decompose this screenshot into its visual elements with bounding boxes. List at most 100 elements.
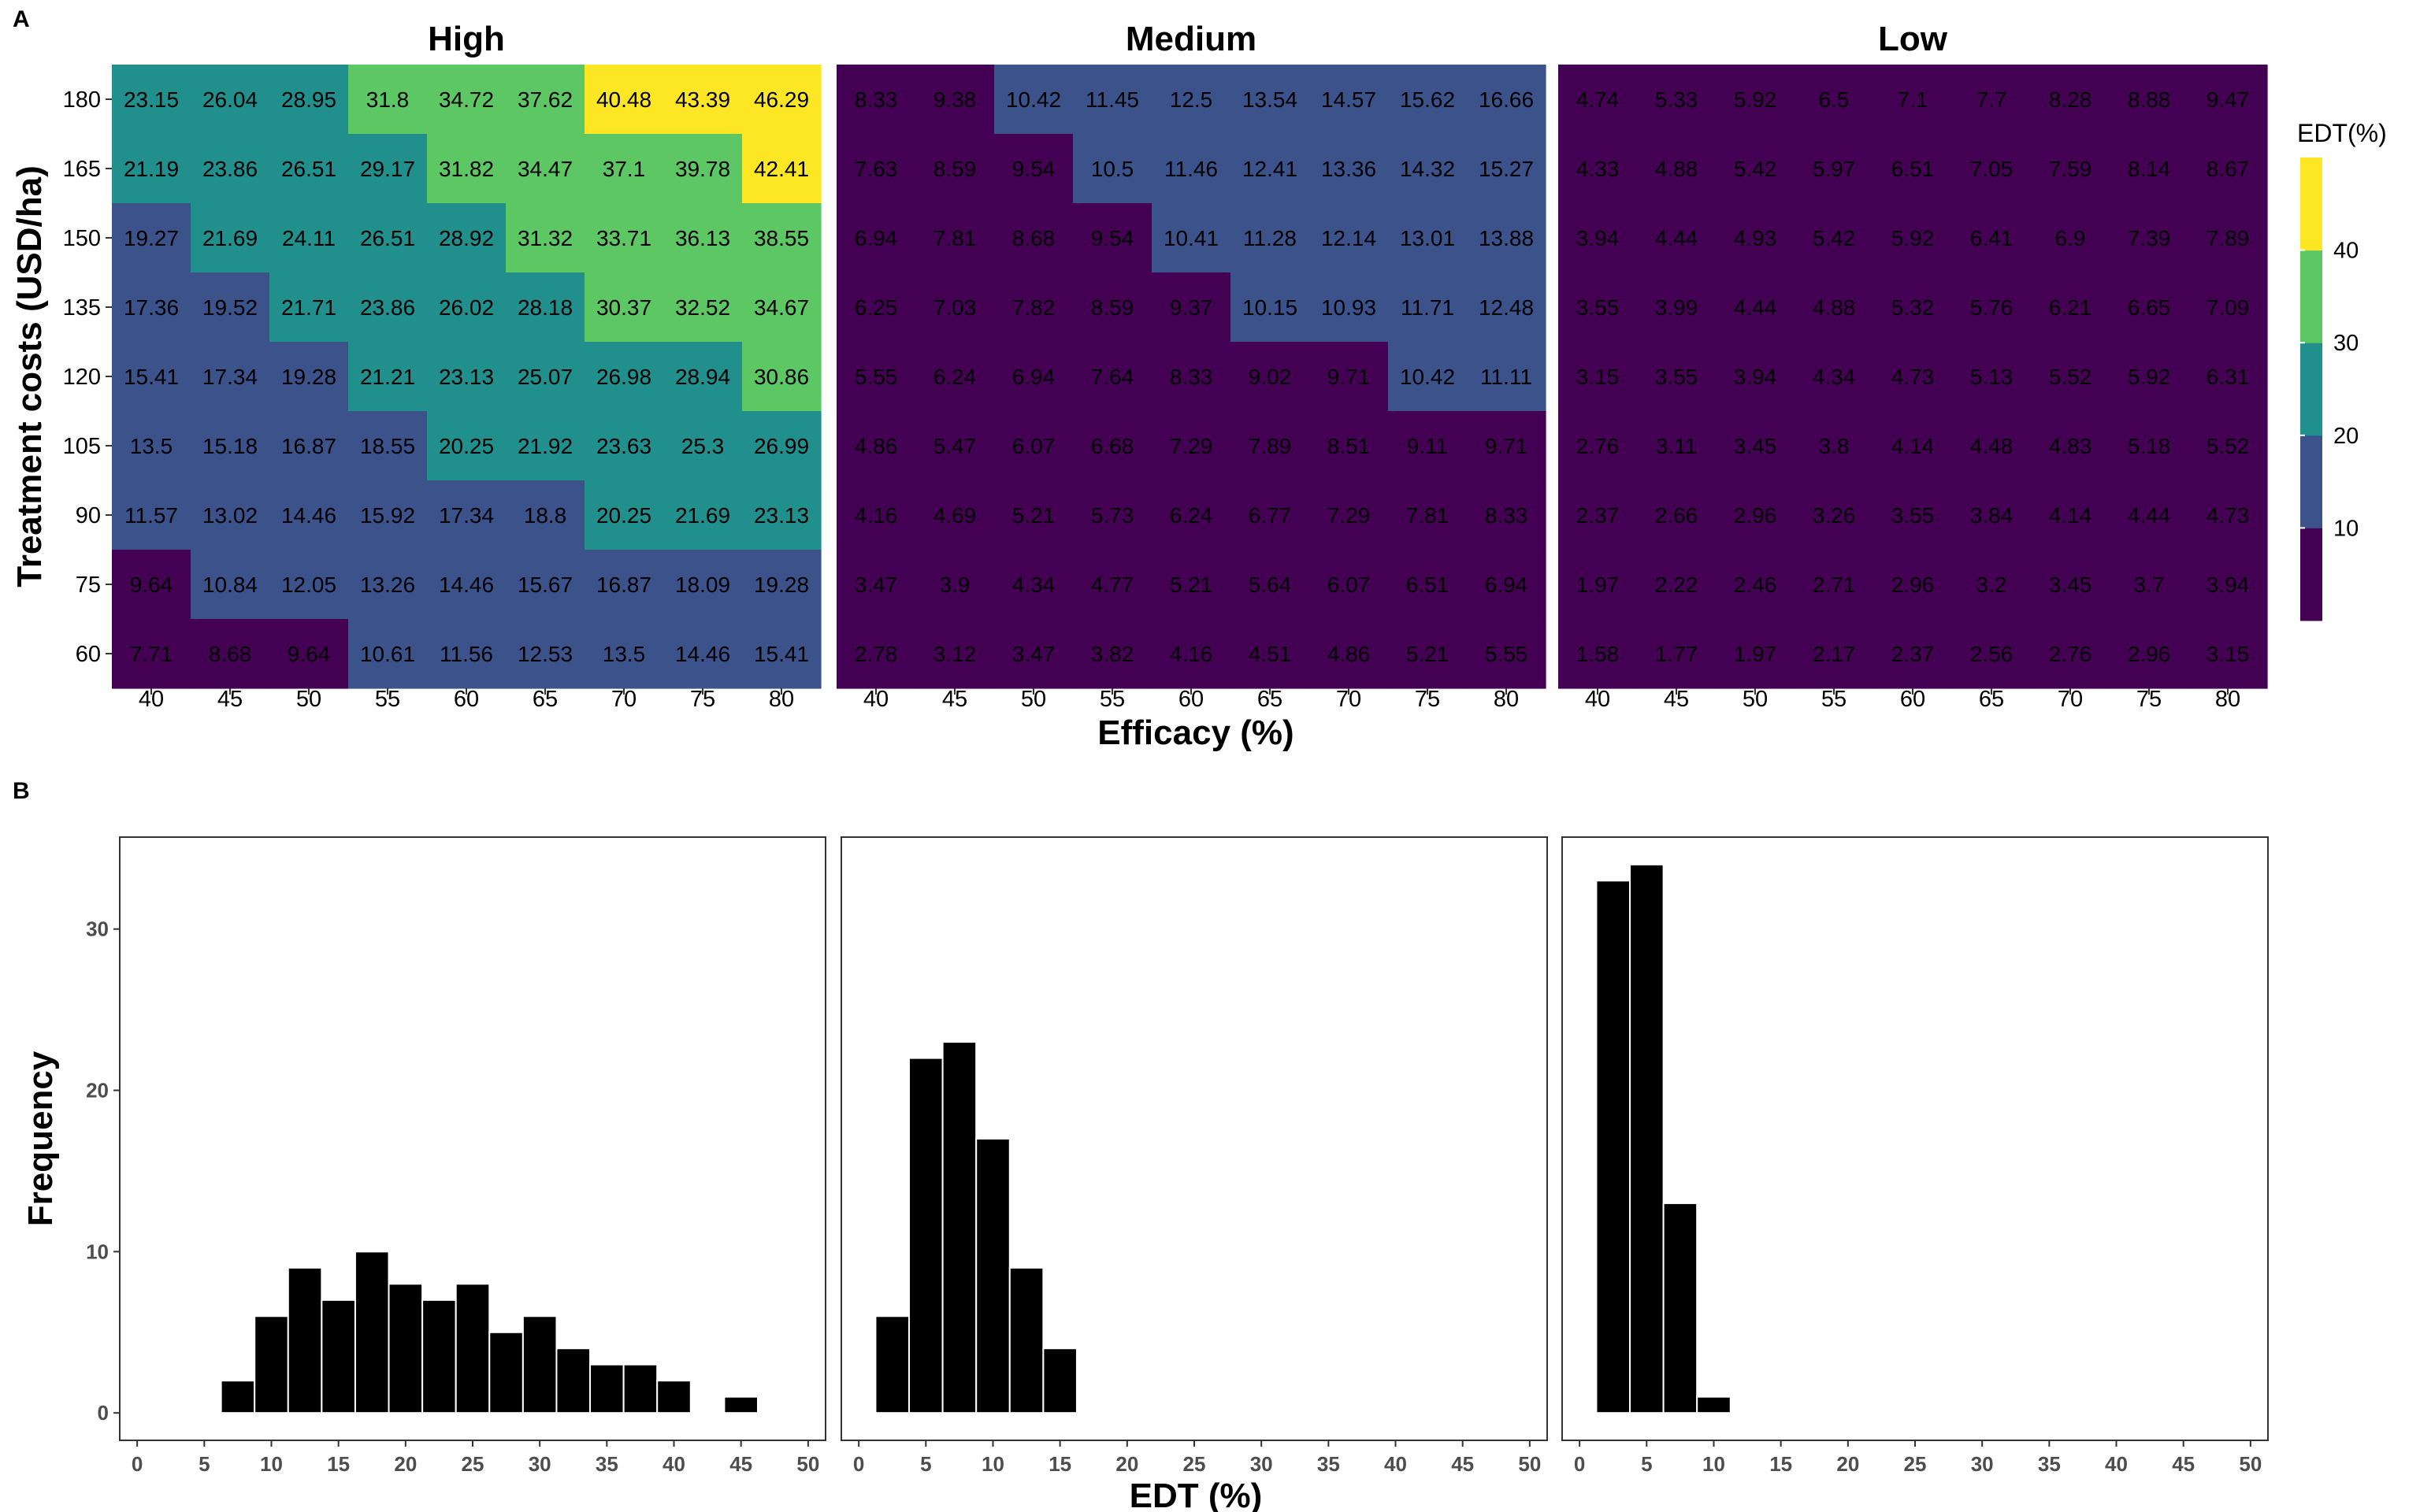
heatmap-cell bbox=[1716, 550, 1795, 620]
heatmap-cell-label: 32.52 bbox=[675, 295, 730, 320]
heatmap-cell bbox=[585, 134, 664, 204]
heatmap-cell bbox=[1152, 550, 1231, 620]
heatmap-cell-label: 9.54 bbox=[1012, 157, 1056, 181]
heatmap-cell bbox=[1873, 411, 1953, 481]
heatmap-cell bbox=[1637, 480, 1717, 550]
heatmap-cell bbox=[663, 480, 743, 550]
heatmap-cell-label: 40.48 bbox=[596, 87, 651, 112]
heatmap-cell-label: 6.65 bbox=[2128, 295, 2171, 320]
heatmap-cell bbox=[1230, 550, 1310, 620]
heatmap-cell-label: 8.33 bbox=[855, 87, 898, 112]
heatmap-cell bbox=[1558, 203, 1638, 273]
histogram-bar bbox=[1629, 863, 1665, 1414]
x-tick-label: 65 bbox=[533, 687, 558, 712]
heatmap-cell-label: 3.94 bbox=[2207, 573, 2250, 597]
heatmap-cell-label: 7.63 bbox=[855, 157, 898, 181]
heatmap-cell bbox=[1467, 65, 1546, 135]
heatmap-cell bbox=[1952, 480, 2032, 550]
heatmap-cell bbox=[2110, 342, 2189, 412]
heatmap-cell bbox=[1795, 480, 1874, 550]
heatmap-cell-label: 28.92 bbox=[439, 226, 494, 250]
heatmap-cell bbox=[2110, 134, 2189, 204]
histogram-bar bbox=[656, 1380, 692, 1414]
heatmap-cell-label: 6.07 bbox=[1012, 434, 1056, 458]
heatmap-cell-label: 5.32 bbox=[1891, 295, 1935, 320]
heatmap-cell-label: 34.72 bbox=[439, 87, 494, 112]
heatmap-cell-label: 5.73 bbox=[1091, 503, 1134, 528]
x-tick-label: 15 bbox=[327, 1452, 350, 1476]
heatmap-cell bbox=[191, 480, 270, 550]
histogram-facet-high: 0 5 10 15 20 25 30 35 40 45 50 0 10 20 30 bbox=[86, 836, 826, 1476]
heatmap-cell-label: 37.62 bbox=[518, 87, 573, 112]
heatmap-cell-label: 3.94 bbox=[1576, 226, 1620, 250]
heatmap-cell bbox=[2031, 203, 2110, 273]
heatmap-cell bbox=[663, 65, 743, 135]
heatmap-cell bbox=[112, 480, 191, 550]
heatmap-cell-label: 10.41 bbox=[1164, 226, 1219, 250]
heatmap-cell-label: 29.17 bbox=[360, 157, 415, 181]
heatmap-cell bbox=[506, 342, 585, 412]
heatmap-cell-label: 6.51 bbox=[1891, 157, 1935, 181]
histogram-bar bbox=[1008, 1266, 1045, 1414]
heatmap-cell-label: 3.45 bbox=[2049, 573, 2092, 597]
heatmap-cell-label: 5.52 bbox=[2049, 365, 2092, 389]
heatmap-cell-label: 4.14 bbox=[2049, 503, 2092, 528]
heatmap-cell bbox=[1716, 342, 1795, 412]
heatmap-cell-label: 18.8 bbox=[524, 503, 567, 528]
heatmap-cell-label: 3.47 bbox=[1012, 642, 1056, 666]
heatmap-cell bbox=[2110, 550, 2189, 620]
heatmap-cell-label: 19.28 bbox=[754, 573, 809, 597]
heatmap-cell-label: 28.95 bbox=[281, 87, 336, 112]
heatmap-cell bbox=[269, 411, 349, 481]
heatmap-cell bbox=[1388, 134, 1468, 204]
heatmap-cell-label: 2.76 bbox=[2049, 642, 2092, 666]
histogram-bar bbox=[1042, 1347, 1078, 1414]
heatmap-cell-label: 34.67 bbox=[754, 295, 809, 320]
facet-title-high: High bbox=[428, 20, 505, 58]
heatmap-cell-label: 2.76 bbox=[1576, 434, 1620, 458]
heatmap-cell bbox=[915, 272, 995, 343]
heatmap-cell bbox=[585, 480, 664, 550]
heatmap-cell bbox=[1230, 134, 1310, 204]
x-tick-label: 40 bbox=[139, 687, 164, 712]
heatmap-cell-label: 3.94 bbox=[1734, 365, 1777, 389]
heatmap-cell bbox=[1388, 411, 1468, 481]
heatmap-cell-label: 12.14 bbox=[1321, 226, 1376, 250]
heatmap-cell bbox=[1558, 342, 1638, 412]
heatmap-cell-label: 10.15 bbox=[1242, 295, 1297, 320]
heatmap-cell-label: 5.42 bbox=[1734, 157, 1777, 181]
heatmap-cell-label: 9.71 bbox=[1485, 434, 1528, 458]
heatmap-cell-label: 5.92 bbox=[2128, 365, 2171, 389]
heatmap-cell-label: 9.64 bbox=[288, 642, 331, 666]
heatmap-cell bbox=[191, 342, 270, 412]
heatmap-cell-label: 4.69 bbox=[933, 503, 977, 528]
heatmap-cell bbox=[2188, 203, 2268, 273]
heatmap-cell-label: 7.81 bbox=[1406, 503, 1449, 528]
heatmap-cell-label: 18.55 bbox=[360, 434, 415, 458]
x-tick-label: 75 bbox=[690, 687, 715, 712]
heatmap-legend: EDT(%) 10 20 30 40 bbox=[2297, 119, 2387, 621]
heatmap-cell bbox=[1637, 619, 1717, 689]
heatmap-cell-label: 28.94 bbox=[675, 365, 730, 389]
histogram-bar bbox=[455, 1283, 491, 1414]
heatmap-facet-medium: Medium 8.33 9.38 10.42 11.45 12.5 13.54 14.57 15… bbox=[837, 20, 1546, 712]
y-tick-label: 90 bbox=[76, 503, 101, 528]
histogram-bar bbox=[723, 1395, 759, 1414]
heatmap-cell bbox=[1073, 411, 1152, 481]
heatmap-cell bbox=[1795, 134, 1874, 204]
heatmap-cell bbox=[742, 272, 822, 343]
histogram-y-axis-title: Frequency bbox=[21, 1051, 60, 1226]
legend-color-bin bbox=[2300, 528, 2322, 621]
heatmap-cell bbox=[348, 203, 428, 273]
x-tick-label: 10 bbox=[260, 1452, 283, 1476]
heatmap-cell-label: 10.84 bbox=[202, 573, 258, 597]
heatmap-cell-label: 8.59 bbox=[933, 157, 977, 181]
heatmap-cell-label: 4.44 bbox=[1734, 295, 1777, 320]
heatmap-cell bbox=[1388, 550, 1468, 620]
facet-title-medium: Medium bbox=[1126, 20, 1256, 58]
heatmap-cell bbox=[1558, 272, 1638, 343]
heatmap-cell bbox=[663, 411, 743, 481]
heatmap-cell bbox=[1073, 342, 1152, 412]
heatmap-cell bbox=[112, 342, 191, 412]
heatmap-cell-label: 25.3 bbox=[681, 434, 725, 458]
